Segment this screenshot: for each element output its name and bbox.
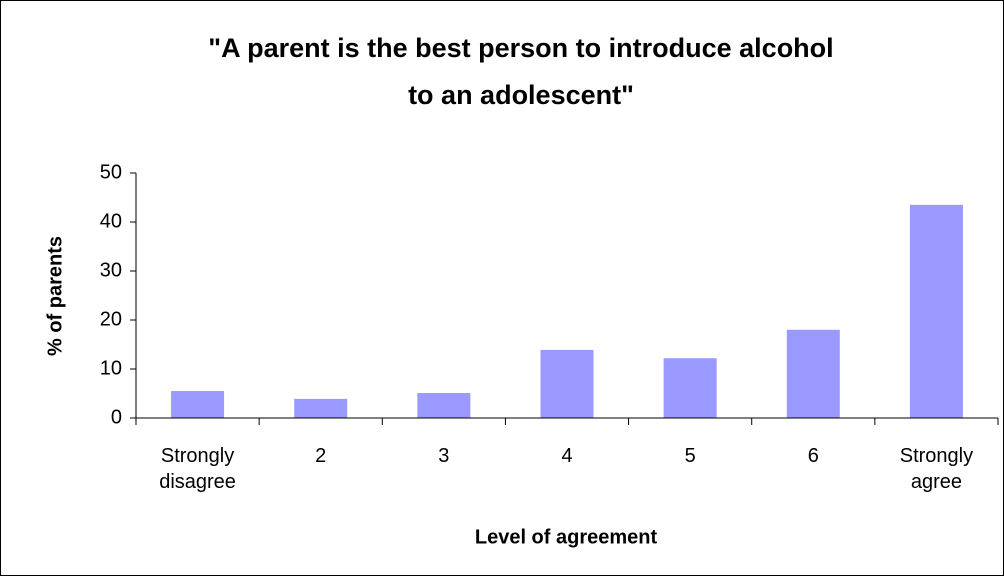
- x-tick-label: Strongly agree: [899, 445, 974, 493]
- bar: [171, 391, 225, 418]
- bar: [909, 204, 963, 418]
- bar: [786, 329, 840, 418]
- y-tick-label: 30: [100, 259, 122, 281]
- bar: [663, 358, 717, 418]
- y-tick-label: 20: [100, 308, 122, 330]
- y-axis-title: % of parents: [44, 235, 67, 357]
- x-tick-label: 6: [807, 445, 819, 467]
- bar: [294, 398, 348, 418]
- x-tick-label: 5: [684, 445, 696, 467]
- chart-title: "A parent is the best person to introduc…: [208, 33, 834, 110]
- y-tick-label: 40: [100, 210, 122, 232]
- y-tick-label: 50: [100, 161, 122, 183]
- bar: [417, 393, 471, 418]
- y-tick-label: 0: [111, 406, 122, 428]
- y-tick-label: 10: [100, 357, 122, 379]
- x-tick-label: 3: [438, 445, 450, 467]
- x-axis-title: Level of agreement: [474, 526, 658, 549]
- x-tick-label: Strongly disagree: [159, 445, 236, 493]
- bar: [540, 349, 594, 418]
- x-tick-label: 2: [315, 445, 327, 467]
- x-tick-label: 4: [561, 445, 573, 467]
